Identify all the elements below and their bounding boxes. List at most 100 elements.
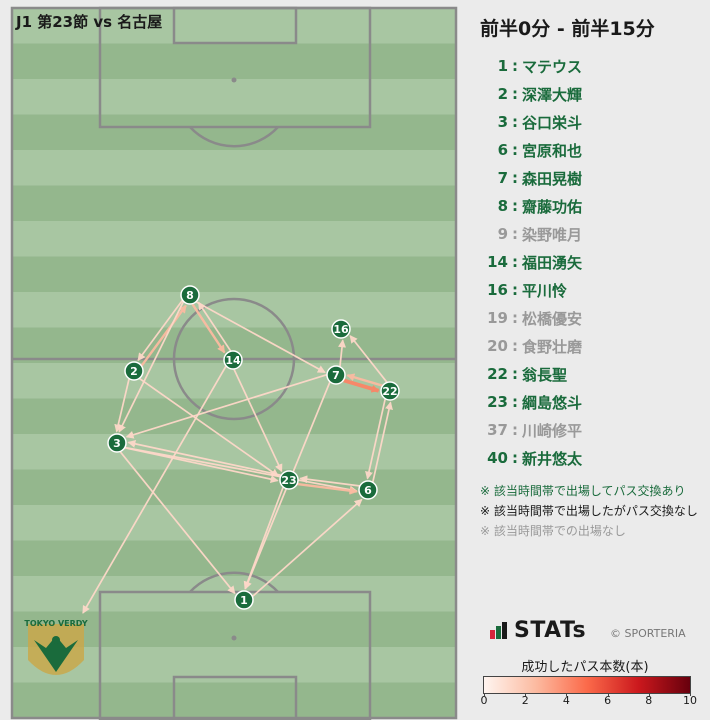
roster-name: 谷口栄斗	[522, 113, 583, 132]
pitch-stripe	[12, 150, 456, 186]
roster-name: 綱島悠斗	[522, 393, 583, 412]
pass-arrow	[125, 446, 358, 494]
roster-item: 7: 森田晃樹	[480, 164, 700, 192]
stats-logo-icon	[490, 621, 510, 641]
pass-arrow	[299, 475, 360, 487]
player-node	[331, 319, 351, 339]
pitch-stripe	[12, 114, 456, 151]
roster-item: 22: 翁長聖	[480, 360, 700, 388]
colorbar-tick-mark	[690, 693, 691, 696]
roster-item: 14: 福田湧矢	[480, 248, 700, 276]
stats-logo-text: STATs	[514, 618, 587, 643]
roster-name: 松橋優安	[522, 309, 583, 328]
roster-item: 40: 新井悠太	[480, 444, 700, 472]
top-penalty-arc	[189, 126, 279, 148]
roster-number: 23	[487, 393, 508, 411]
pass-arrow	[197, 301, 232, 352]
colorbar-tick-label: 10	[683, 694, 697, 707]
bottom-penalty-arc	[189, 571, 279, 593]
pitch-stripe	[12, 611, 456, 648]
roster-separator: :	[512, 309, 518, 327]
pass-arrow	[139, 377, 280, 477]
roster-separator: :	[512, 197, 518, 215]
pass-arrow	[252, 498, 363, 597]
roster-number: 19	[487, 309, 508, 327]
center-circle	[172, 297, 296, 421]
pass-arrow	[124, 446, 279, 484]
roster-separator: :	[512, 169, 518, 187]
time-range-title: 前半0分 - 前半15分	[480, 18, 655, 40]
player-node-label: 14	[225, 354, 241, 367]
roster-item: 19: 松橋優安	[480, 304, 700, 332]
roster-number: 37	[487, 421, 508, 439]
team-logo: TOKYO VERDY	[24, 619, 88, 675]
pass-arrow	[82, 365, 227, 614]
bottom-goal-area	[172, 675, 298, 720]
colorbar-tick-label: 4	[562, 694, 570, 707]
roster-item: 6: 宮原和也	[480, 136, 700, 164]
roster-separator: :	[512, 85, 518, 103]
roster-number: 16	[487, 281, 508, 299]
colorbar-tick-mark	[566, 693, 568, 696]
colorbar-tick-mark	[525, 693, 527, 696]
pass-arrow	[243, 487, 284, 590]
pitch-stripe	[12, 682, 456, 719]
pitch-stripe	[12, 540, 456, 577]
roster-separator: :	[512, 365, 518, 383]
roster-number: 9	[497, 225, 508, 243]
svg-text:TOKYO VERDY: TOKYO VERDY	[24, 619, 87, 628]
roster-number: 20	[487, 337, 508, 355]
player-node	[380, 381, 400, 401]
pass-arrow	[191, 303, 226, 354]
roster-name: 染野唯月	[522, 225, 583, 244]
roster-name: 森田晃樹	[522, 169, 583, 188]
roster-item: 20: 食野壮磨	[480, 332, 700, 360]
roster-separator: :	[512, 57, 518, 75]
colorbar-title: 成功したパス本数(本)	[521, 660, 649, 675]
roster-number: 6	[497, 141, 508, 159]
pass-arrow	[127, 439, 282, 477]
pitch-stripe	[12, 8, 456, 44]
roster-separator: :	[512, 449, 518, 467]
pitch-stripe	[12, 43, 456, 80]
player-node-label: 2	[130, 365, 138, 378]
roster-name: 深澤大輝	[522, 85, 583, 104]
roster-separator: :	[512, 281, 518, 299]
pass-arrow	[196, 301, 326, 374]
player-roster: 1: マテウス 2: 深澤大輝 3: 谷口栄斗 6: 宮原和也 7: 森田晃樹 8: 齋藤功佑 9: 染野…	[480, 52, 700, 472]
pass-arrow	[343, 378, 380, 393]
stats-logo: STATs	[490, 618, 586, 643]
player-node	[180, 285, 200, 305]
roster-name: 宮原和也	[522, 141, 583, 160]
player-node-label: 6	[364, 484, 372, 497]
legend-note-passed: ※ 該当時間帯で出場してパス交換あり	[480, 484, 686, 498]
roster-item: 2: 深澤大輝	[480, 80, 700, 108]
player-node	[124, 361, 144, 381]
pitch-stripe	[12, 221, 456, 257]
pass-arrow	[118, 301, 185, 433]
roster-name: 新井悠太	[522, 449, 583, 468]
roster-separator: :	[512, 141, 518, 159]
roster-number: 1	[497, 57, 508, 75]
player-node	[279, 470, 299, 490]
pass-arrow	[349, 334, 388, 383]
roster-name: 齋藤功佑	[522, 197, 583, 216]
player-node-label: 7	[332, 369, 340, 382]
pass-arrow	[372, 401, 393, 483]
player-node	[107, 433, 127, 453]
roster-number: 3	[497, 113, 508, 131]
roster-item: 23: 綱島悠斗	[480, 388, 700, 416]
colorbar-tick-label: 2	[521, 694, 529, 707]
roster-name: 平川怜	[522, 281, 568, 300]
roster-item: 1: マテウス	[480, 52, 700, 80]
roster-name: 食野壮磨	[522, 337, 583, 356]
top-goal-area	[172, 6, 298, 45]
player-node-label: 8	[186, 289, 194, 302]
player-node-label: 16	[333, 323, 349, 336]
roster-number: 40	[487, 449, 508, 467]
pitch-stripe	[12, 576, 456, 612]
player-node	[358, 480, 378, 500]
roster-separator: :	[512, 253, 518, 271]
roster-number: 7	[497, 169, 508, 187]
player-node	[326, 365, 346, 385]
